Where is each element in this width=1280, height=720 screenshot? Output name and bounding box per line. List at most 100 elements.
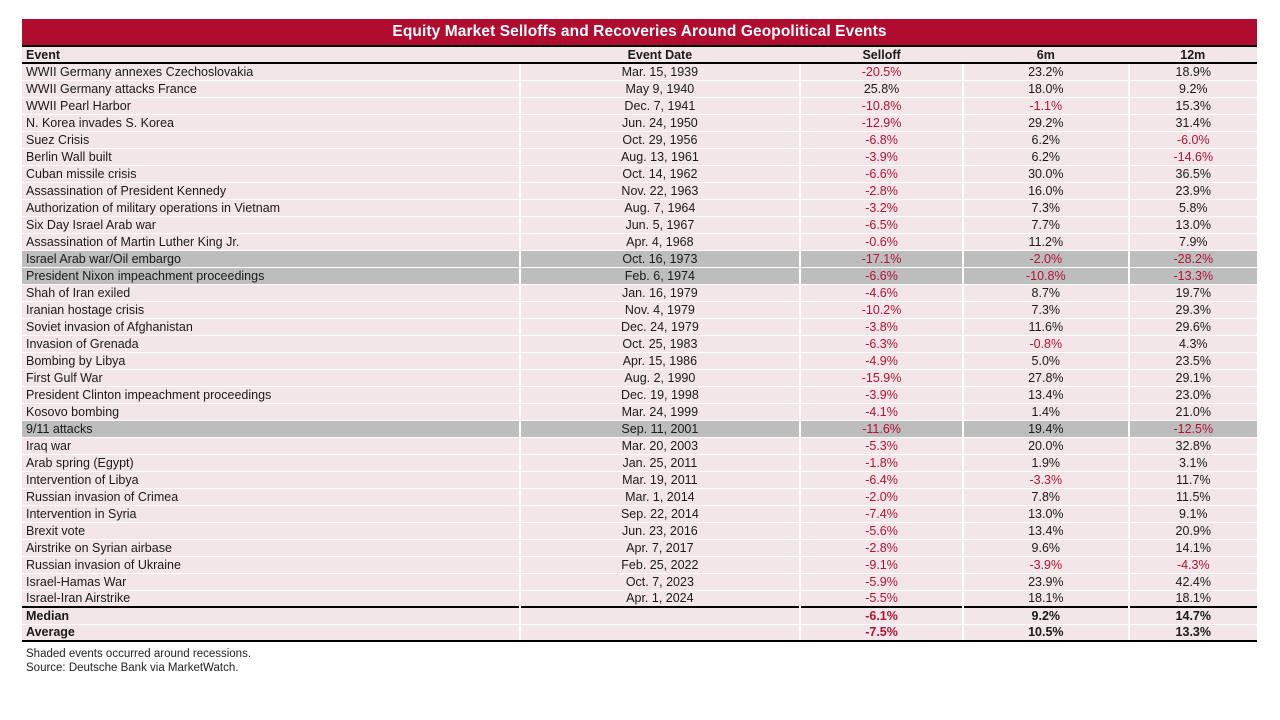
cell-selloff: -3.9% bbox=[799, 148, 964, 166]
cell-event-date: Jun. 24, 1950 bbox=[518, 114, 801, 132]
cell-6m: 7.8% bbox=[962, 488, 1129, 506]
column-header-selloff: Selloff bbox=[800, 45, 964, 64]
cell-event: WWII Germany attacks France bbox=[22, 80, 520, 98]
cell-selloff: -6.1% bbox=[799, 606, 964, 625]
cell-event-date: Mar. 19, 2011 bbox=[518, 471, 801, 489]
cell-event-date: Apr. 4, 1968 bbox=[518, 233, 801, 251]
cell-6m: 7.7% bbox=[962, 216, 1129, 234]
table-row: Assassination of Martin Luther King Jr. A… bbox=[22, 233, 1257, 251]
cell-12m: 13.0% bbox=[1127, 216, 1257, 234]
table-row: Suez Crisis Oct. 29, 1956 -6.8% 6.2% -6.0% bbox=[22, 131, 1257, 149]
cell-event: Shah of Iran exiled bbox=[22, 284, 520, 302]
table-row: Intervention of Libya Mar. 19, 2011 -6.4% -… bbox=[22, 471, 1257, 489]
cell-event-date bbox=[518, 606, 801, 625]
cell-event: Soviet invasion of Afghanistan bbox=[22, 318, 520, 336]
cell-12m: 3.1% bbox=[1127, 454, 1257, 472]
cell-event: Russian invasion of Ukraine bbox=[22, 556, 520, 574]
cell-event: Median bbox=[22, 606, 520, 625]
footnotes: Shaded events occurred around recessions… bbox=[22, 647, 1257, 675]
cell-6m: 7.3% bbox=[962, 301, 1129, 319]
table-row: President Nixon impeachment proceedings F… bbox=[22, 267, 1257, 285]
cell-selloff: -5.3% bbox=[799, 437, 964, 455]
table-row: Cuban missile crisis Oct. 14, 1962 -6.6% 30… bbox=[22, 165, 1257, 183]
cell-selloff: -10.8% bbox=[799, 97, 964, 115]
cell-selloff: -7.4% bbox=[799, 505, 964, 523]
cell-event: WWII Pearl Harbor bbox=[22, 97, 520, 115]
cell-event-date: Nov. 4, 1979 bbox=[518, 301, 801, 319]
cell-12m: 14.7% bbox=[1127, 606, 1257, 625]
table-row: WWII Germany annexes Czechoslovakia Mar. … bbox=[22, 63, 1257, 81]
cell-event-date: Jan. 25, 2011 bbox=[518, 454, 801, 472]
cell-6m: 7.3% bbox=[962, 199, 1129, 217]
cell-event-date: Feb. 25, 2022 bbox=[518, 556, 801, 574]
cell-selloff: -1.8% bbox=[799, 454, 964, 472]
cell-event-date: Apr. 15, 1986 bbox=[518, 352, 801, 370]
cell-event-date: Mar. 24, 1999 bbox=[518, 403, 801, 421]
table-summary: Median -6.1% 9.2% 14.7% Average -7.5% 10.5% 13.… bbox=[22, 606, 1257, 642]
table-row: President Clinton impeachment proceeding… bbox=[22, 386, 1257, 404]
cell-event: Authorization of military operations in … bbox=[22, 199, 520, 217]
cell-selloff: -9.1% bbox=[799, 556, 964, 574]
cell-event: Airstrike on Syrian airbase bbox=[22, 539, 520, 557]
table-row: WWII Pearl Harbor Dec. 7, 1941 -10.8% -1.1%… bbox=[22, 97, 1257, 115]
cell-event-date: Apr. 7, 2017 bbox=[518, 539, 801, 557]
summary-row: Median -6.1% 9.2% 14.7% bbox=[22, 606, 1257, 625]
header-row: Event Event Date Selloff 6m 12m bbox=[22, 45, 1257, 64]
summary-row: Average -7.5% 10.5% 13.3% bbox=[22, 624, 1257, 642]
cell-event: Kosovo bombing bbox=[22, 403, 520, 421]
cell-selloff: -6.5% bbox=[799, 216, 964, 234]
cell-selloff: -6.8% bbox=[799, 131, 964, 149]
cell-event-date: Oct. 14, 1962 bbox=[518, 165, 801, 183]
cell-12m: 5.8% bbox=[1127, 199, 1257, 217]
table-row: Iraq war Mar. 20, 2003 -5.3% 20.0% 32.8% bbox=[22, 437, 1257, 455]
cell-event: President Clinton impeachment proceeding… bbox=[22, 386, 520, 404]
table-row: 9/11 attacks Sep. 11, 2001 -11.6% 19.4% -12.… bbox=[22, 420, 1257, 438]
table-row: WWII Germany attacks France May 9, 1940 25… bbox=[22, 80, 1257, 98]
cell-12m: 18.9% bbox=[1127, 63, 1257, 81]
table-row: Brexit vote Jun. 23, 2016 -5.6% 13.4% 20.9% bbox=[22, 522, 1257, 540]
cell-12m: 19.7% bbox=[1127, 284, 1257, 302]
cell-6m: 18.0% bbox=[962, 80, 1129, 98]
table-row: Israel-Hamas War Oct. 7, 2023 -5.9% 23.9% 42… bbox=[22, 573, 1257, 591]
cell-event: Average bbox=[22, 624, 520, 642]
column-header-12m: 12m bbox=[1128, 45, 1257, 64]
cell-selloff: -5.9% bbox=[799, 573, 964, 591]
table-row: Shah of Iran exiled Jan. 16, 1979 -4.6% 8.7… bbox=[22, 284, 1257, 302]
cell-6m: 30.0% bbox=[962, 165, 1129, 183]
cell-event: Russian invasion of Crimea bbox=[22, 488, 520, 506]
cell-event: N. Korea invades S. Korea bbox=[22, 114, 520, 132]
cell-event-date: May 9, 1940 bbox=[518, 80, 801, 98]
cell-selloff: -17.1% bbox=[799, 250, 964, 268]
cell-12m: 29.3% bbox=[1127, 301, 1257, 319]
cell-12m: 9.2% bbox=[1127, 80, 1257, 98]
cell-12m: 4.3% bbox=[1127, 335, 1257, 353]
cell-selloff: -15.9% bbox=[799, 369, 964, 387]
table-row: Russian invasion of Ukraine Feb. 25, 2022… bbox=[22, 556, 1257, 574]
cell-event-date: Sep. 11, 2001 bbox=[518, 420, 801, 438]
cell-selloff: -4.9% bbox=[799, 352, 964, 370]
cell-12m: 7.9% bbox=[1127, 233, 1257, 251]
cell-12m: 29.6% bbox=[1127, 318, 1257, 336]
table-row: Israel Arab war/Oil embargo Oct. 16, 1973… bbox=[22, 250, 1257, 268]
cell-selloff: -3.9% bbox=[799, 386, 964, 404]
table-row: Assassination of President Kennedy Nov. 2… bbox=[22, 182, 1257, 200]
column-header-event: Event bbox=[22, 45, 520, 64]
cell-selloff: -11.6% bbox=[799, 420, 964, 438]
cell-12m: 32.8% bbox=[1127, 437, 1257, 455]
cell-event-date: Jun. 23, 2016 bbox=[518, 522, 801, 540]
table-row: N. Korea invades S. Korea Jun. 24, 1950 -1… bbox=[22, 114, 1257, 132]
table-row: Bombing by Libya Apr. 15, 1986 -4.9% 5.0% 23… bbox=[22, 352, 1257, 370]
cell-event: Iraq war bbox=[22, 437, 520, 455]
cell-6m: 1.4% bbox=[962, 403, 1129, 421]
cell-event-date: Feb. 6, 1974 bbox=[518, 267, 801, 285]
cell-event: Arab spring (Egypt) bbox=[22, 454, 520, 472]
cell-event: Suez Crisis bbox=[22, 131, 520, 149]
cell-event-date: Aug. 7, 1964 bbox=[518, 199, 801, 217]
cell-selloff: -3.8% bbox=[799, 318, 964, 336]
cell-6m: 9.2% bbox=[962, 606, 1129, 625]
table-row: Arab spring (Egypt) Jan. 25, 2011 -1.8% 1.9… bbox=[22, 454, 1257, 472]
cell-event-date: Oct. 25, 1983 bbox=[518, 335, 801, 353]
table-row: Authorization of military operations in … bbox=[22, 199, 1257, 217]
cell-event: President Nixon impeachment proceedings bbox=[22, 267, 520, 285]
cell-event-date: Dec. 7, 1941 bbox=[518, 97, 801, 115]
